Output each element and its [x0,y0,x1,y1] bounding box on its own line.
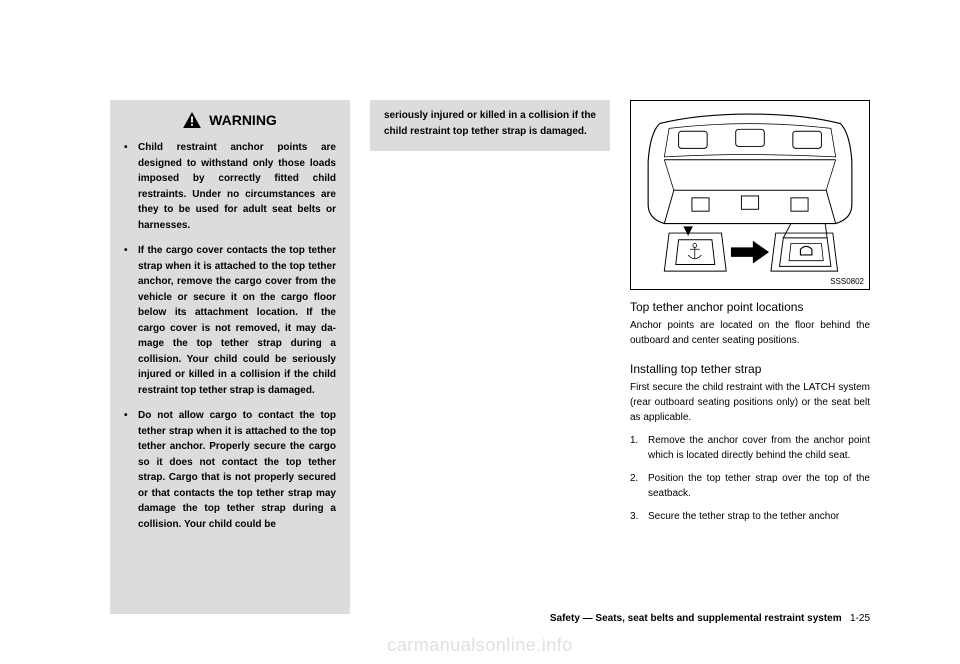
install-step: 2.Position the top tether strap over the… [630,471,870,501]
step-text: Position the top tether strap over the t… [648,473,870,499]
warning-triangle-icon [183,112,201,128]
empty-fill [370,151,610,614]
body-installing: First secure the child restraint with th… [630,380,870,425]
warning-item: Do not allow cargo to contact the top te… [124,408,336,532]
warning-column-2: seriously injured or killed in a colli­s… [370,100,610,614]
warning-item: Child restraint anchor points are design… [124,140,336,233]
warning-title: WARNING [209,112,277,128]
illustration-code: SSS0802 [830,277,864,286]
watermark: carmanualsonline.info [387,635,573,656]
body-locations: Anchor points are located on the floor b… [630,318,870,348]
warning-header: WARNING [110,100,350,136]
subheading-installing: Installing top tether strap [630,362,870,376]
page-footer: Safety — Seats, seat belts and supplemen… [550,613,870,624]
step-text: Secure the tether strap to the tether an… [648,511,839,522]
footer-chapter: Safety — Seats, seat belts and supplemen… [550,613,842,624]
warning-column-1: WARNING Child restraint anchor points ar… [110,100,350,614]
step-text: Remove the anchor cover from the anchor … [648,435,870,461]
warning-item: If the cargo cover contacts the top teth… [124,243,336,398]
cargo-illustration: SSS0802 [630,100,870,290]
subheading-locations: Top tether anchor point locations [630,300,870,314]
content-column: SSS0802 Top tether anchor point location… [630,100,870,614]
warning-continuation: seriously injured or killed in a colli­s… [370,100,610,151]
warning-list: Child restraint anchor points are design… [110,136,350,554]
install-step: 3.Secure the tether strap to the tether … [630,509,870,524]
cargo-diagram-svg [631,101,869,289]
manual-page: WARNING Child restraint anchor points ar… [0,0,960,664]
footer-page: 1-25 [850,613,870,624]
install-steps: 1.Remove the anchor cover from the ancho… [630,433,870,532]
install-step: 1.Remove the anchor cover from the ancho… [630,433,870,463]
